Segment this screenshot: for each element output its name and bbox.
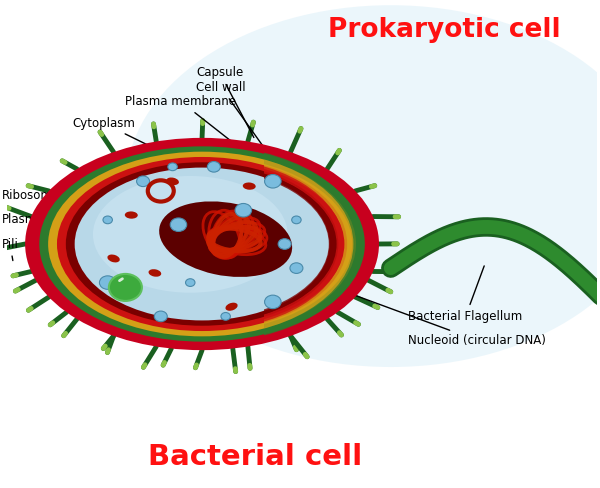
Circle shape <box>170 218 187 231</box>
Text: Nucleoid (circular DNA): Nucleoid (circular DNA) <box>258 260 547 347</box>
Ellipse shape <box>39 146 365 342</box>
Circle shape <box>265 295 281 308</box>
Text: Pili: Pili <box>2 238 19 261</box>
Circle shape <box>235 203 251 217</box>
Ellipse shape <box>107 255 120 263</box>
Circle shape <box>208 162 220 172</box>
Circle shape <box>109 274 142 301</box>
Ellipse shape <box>57 157 347 331</box>
Ellipse shape <box>25 138 379 350</box>
Circle shape <box>168 163 177 171</box>
Ellipse shape <box>246 194 352 294</box>
Text: Bacterial Flagellum: Bacterial Flagellum <box>409 266 523 323</box>
Ellipse shape <box>93 176 287 293</box>
Circle shape <box>103 216 112 224</box>
Circle shape <box>221 312 230 320</box>
Text: Plasma membrane: Plasma membrane <box>125 95 256 161</box>
Text: Ribosomes: Ribosomes <box>2 189 128 215</box>
Text: Prokaryotic cell: Prokaryotic cell <box>328 17 560 43</box>
Text: Cell wall: Cell wall <box>196 81 265 149</box>
Circle shape <box>137 176 149 186</box>
Circle shape <box>278 239 291 249</box>
Ellipse shape <box>125 211 138 219</box>
Circle shape <box>292 216 301 224</box>
Circle shape <box>154 311 167 322</box>
Text: Plasmid: Plasmid <box>2 192 146 226</box>
Ellipse shape <box>226 303 238 311</box>
Text: Bacterial cell: Bacterial cell <box>148 443 362 471</box>
Text: Capsule: Capsule <box>196 66 254 138</box>
Circle shape <box>100 276 116 289</box>
Ellipse shape <box>66 163 338 325</box>
Ellipse shape <box>74 167 329 321</box>
Ellipse shape <box>166 178 179 185</box>
Ellipse shape <box>125 5 600 367</box>
Ellipse shape <box>48 152 356 336</box>
Text: Cytoplasm: Cytoplasm <box>73 117 217 179</box>
Ellipse shape <box>149 269 161 277</box>
Circle shape <box>290 263 303 273</box>
Ellipse shape <box>243 183 256 190</box>
Circle shape <box>265 175 281 188</box>
Ellipse shape <box>159 202 292 277</box>
Circle shape <box>185 279 195 286</box>
